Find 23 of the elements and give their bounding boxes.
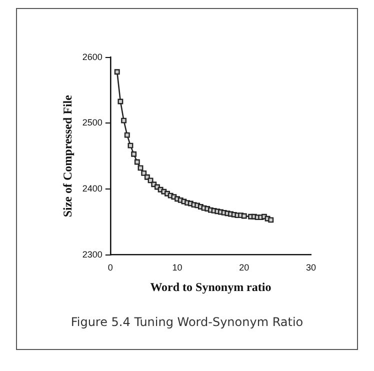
point [268,217,274,223]
y-tick-label: 2500 [82,118,102,128]
y-axis-title: Size of Compressed File [60,94,74,218]
point [114,69,120,75]
point [118,98,124,104]
point [121,118,127,124]
x-tick-label: 10 [172,262,182,273]
point [141,170,147,176]
point [134,159,140,165]
y-tick-label: 2300 [82,249,102,260]
point [128,142,134,148]
point [148,178,154,184]
point [138,165,144,171]
point [131,151,137,157]
caption: Figure 5.4 Tuning Word-Synonym Ratio [70,315,304,329]
point [124,132,130,138]
x-tick-label: 20 [239,262,250,273]
x-axis-title: Word to Synonym ratio [150,280,272,294]
point [241,213,247,219]
y-tick-label: 2400 [82,183,102,194]
x-tick-label: 30 [306,262,316,273]
x-tick-label: 0 [108,262,113,273]
y-tick-label: 2600 [82,52,102,62]
